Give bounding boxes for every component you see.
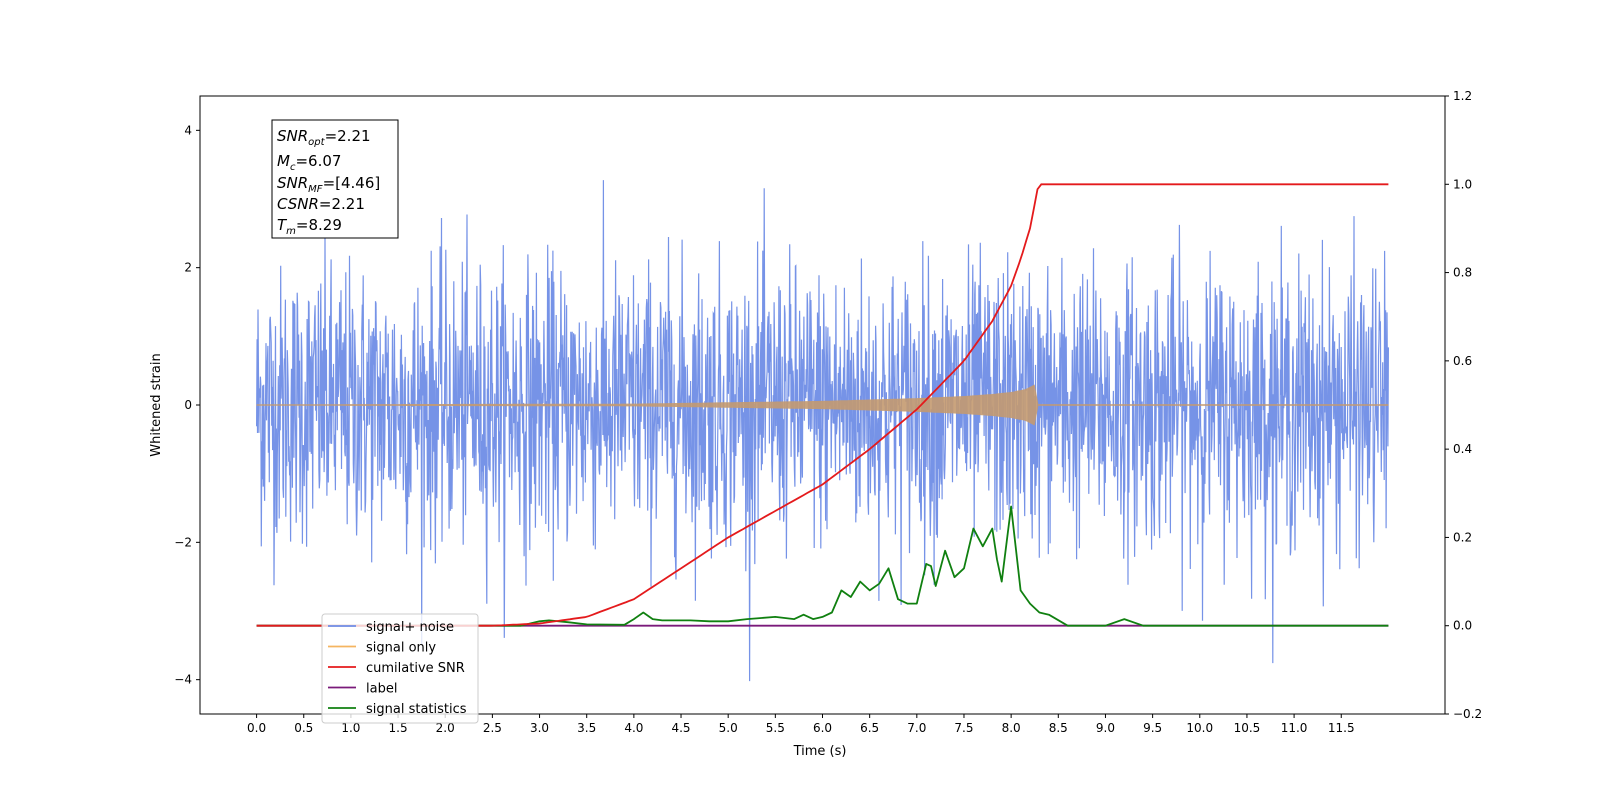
x-tick-label: 11.5 — [1328, 721, 1355, 735]
info-mc: Mc=6.07 — [277, 152, 341, 173]
left-y-tick-label: 4 — [184, 123, 192, 137]
x-tick-label: 1.5 — [389, 721, 408, 735]
left-y-tick-label: −4 — [174, 673, 192, 687]
x-tick-label: 5.5 — [766, 721, 785, 735]
x-tick-label: 4.5 — [671, 721, 690, 735]
info-csnr: CSNR=2.21 — [277, 195, 365, 213]
x-tick-label: 7.5 — [954, 721, 973, 735]
left-y-tick-label: −2 — [174, 535, 192, 549]
series-signal-statistics — [256, 505, 1389, 627]
series-signal-only-envelope — [256, 384, 1039, 426]
x-tick-label: 10.0 — [1186, 721, 1213, 735]
x-tick-label: 5.0 — [719, 721, 738, 735]
x-tick-label: 1.0 — [341, 721, 360, 735]
left-y-axis-ticks: 4 2 0 −2 −4 — [174, 123, 200, 687]
legend: signal+ noise signal only cumilative SNR la… — [321, 613, 479, 724]
right-y-tick-label: 0.0 — [1453, 619, 1472, 633]
x-tick-label: 10.5 — [1234, 721, 1261, 735]
x-axis-label: Time (s) — [793, 744, 847, 759]
x-tick-label: 9.5 — [1143, 721, 1162, 735]
right-y-tick-label: 1.2 — [1453, 89, 1472, 103]
x-tick-label: 3.0 — [530, 721, 549, 735]
x-tick-label: 9.0 — [1096, 721, 1115, 735]
left-y-tick-label: 2 — [184, 261, 192, 275]
x-tick-label: 11.0 — [1281, 721, 1308, 735]
x-tick-label: 6.0 — [813, 721, 832, 735]
x-axis-ticks: 0.0 0.5 1.0 1.5 2.0 2.5 3.0 3.5 4.0 4.5 5.0 5.5 6.0 6… — [247, 714, 1355, 735]
x-tick-label: 6.5 — [860, 721, 879, 735]
x-tick-label: 4.0 — [624, 721, 643, 735]
x-tick-label: 2.5 — [483, 721, 502, 735]
x-tick-label: 7.0 — [907, 721, 926, 735]
x-tick-label: 8.5 — [1049, 721, 1068, 735]
x-tick-label: 0.0 — [247, 721, 266, 735]
info-snr-mf: SNRMF=[4.46] — [277, 174, 380, 195]
series-signal-plus-noise — [256, 180, 1389, 682]
x-tick-label: 2.0 — [436, 721, 455, 735]
x-tick-label: 3.5 — [577, 721, 596, 735]
x-tick-label: 0.5 — [294, 721, 313, 735]
legend-label: signal only — [366, 641, 436, 656]
right-y-tick-label: 1.0 — [1453, 177, 1472, 191]
right-y-tick-label: −0.2 — [1453, 707, 1482, 721]
left-y-tick-label: 0 — [184, 398, 192, 412]
info-snr-opt: SNRopt=2.21 — [277, 127, 371, 148]
right-y-axis-ticks: 1.2 1.0 0.8 0.6 0.4 0.2 0.0 −0.2 — [1445, 89, 1482, 721]
right-y-tick-label: 0.6 — [1453, 354, 1472, 368]
info-box: SNRopt=2.21 Mc=6.07 SNRMF=[4.46] CSNR=2.… — [271, 119, 399, 239]
right-y-tick-label: 0.8 — [1453, 266, 1472, 280]
legend-label: label — [366, 682, 397, 697]
y-axis-label: Whitened strain — [149, 353, 164, 456]
right-y-tick-label: 0.2 — [1453, 530, 1472, 544]
legend-label: cumilative SNR — [366, 661, 465, 676]
x-tick-label: 8.0 — [1002, 721, 1021, 735]
info-tm: Tm=8.29 — [277, 216, 342, 237]
legend-label: signal+ noise — [366, 620, 454, 635]
right-y-tick-label: 0.4 — [1453, 442, 1472, 456]
legend-label: signal statistics — [366, 702, 467, 717]
